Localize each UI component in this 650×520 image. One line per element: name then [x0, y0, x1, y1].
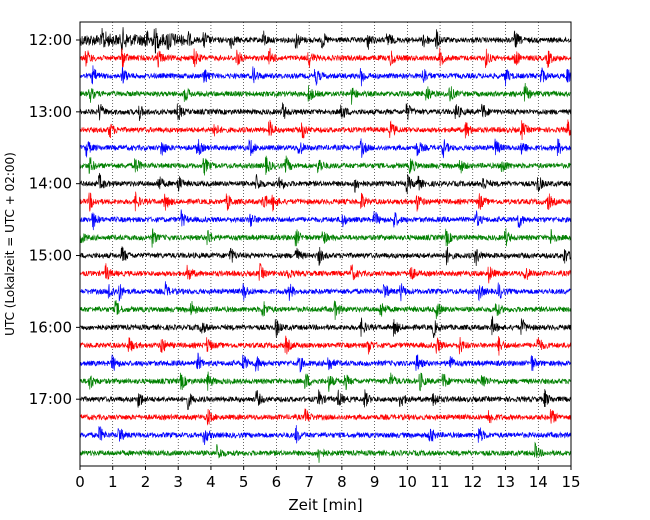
- x-tick-label: 11: [431, 473, 450, 491]
- trace-row: [79, 172, 572, 195]
- y-tick-label: 14:00: [29, 175, 72, 193]
- trace-row: [79, 389, 572, 411]
- trace-row: [79, 352, 572, 373]
- y-tick-label: 12:00: [29, 31, 72, 49]
- trace-row: [79, 408, 572, 426]
- trace-row: [79, 191, 572, 212]
- trace-row: [79, 65, 572, 87]
- trace-row: [79, 27, 572, 54]
- trace-row: [79, 47, 572, 69]
- x-tick-label: 5: [239, 473, 249, 491]
- x-tick-label: 9: [370, 473, 380, 491]
- trace-row: [79, 371, 571, 392]
- plot-frame: [79, 21, 572, 467]
- x-tick-label: 7: [304, 473, 314, 491]
- x-tick-label: 3: [173, 473, 183, 491]
- trace-row: [79, 300, 572, 320]
- trace-row: [79, 102, 572, 121]
- trace-row: [79, 263, 572, 284]
- x-tick-label: 1: [108, 473, 118, 491]
- x-tick-label: 13: [496, 473, 515, 491]
- trace-row: [79, 138, 572, 159]
- trace-row: [79, 335, 572, 356]
- gridlines: [112, 22, 539, 466]
- traces: [79, 27, 572, 463]
- y-tick-label: 16:00: [29, 318, 72, 336]
- x-tick-label: 10: [398, 473, 417, 491]
- y-tick-label: 13:00: [29, 103, 72, 121]
- trace-row: [79, 315, 572, 339]
- x-tick-label: 12: [463, 473, 482, 491]
- x-tick-label: 4: [206, 473, 216, 491]
- x-tick-label: 8: [337, 473, 347, 491]
- trace-row: [79, 228, 572, 248]
- trace-row: [79, 441, 572, 463]
- trace-row: [79, 281, 572, 302]
- y-tick-label: 17:00: [29, 390, 72, 408]
- trace-row: [79, 209, 572, 231]
- trace-row: [79, 119, 572, 141]
- x-tick-label: 6: [272, 473, 282, 491]
- y-tick-label: 15:00: [29, 247, 72, 265]
- axis-ticks: 0 1 2 3 4 5 6 7 8 9 10 11 12 13 14 1512:0013:0014:0015:…: [29, 31, 581, 491]
- trace-row: [79, 246, 571, 267]
- x-tick-label: 2: [141, 473, 151, 491]
- x-tick-label: 14: [529, 473, 548, 491]
- x-axis-title: Zeit [min]: [288, 496, 362, 514]
- x-tick-label: 0: [75, 473, 85, 491]
- trace-row: [79, 155, 572, 176]
- trace-row: [79, 425, 571, 445]
- y-axis-title: UTC (Lokalzeit = UTC + 02:00): [3, 152, 17, 336]
- x-tick-label: 15: [561, 473, 580, 491]
- trace-row: [79, 82, 571, 105]
